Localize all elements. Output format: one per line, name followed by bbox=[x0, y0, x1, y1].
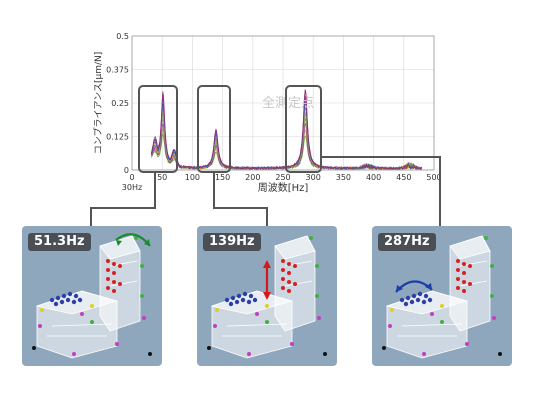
peak-callouts bbox=[90, 85, 441, 228]
x-tick-label: 400 bbox=[366, 173, 381, 182]
x-tick-label: 100 bbox=[185, 173, 200, 182]
x-start-label: 30Hz bbox=[122, 183, 142, 192]
connector-51 bbox=[90, 172, 156, 228]
y-axis-label: コンプライアンス[μm/N] bbox=[93, 52, 104, 154]
x-tick-label: 450 bbox=[396, 173, 411, 182]
x-tick-label: 300 bbox=[306, 173, 321, 182]
all-points-annotation: 全測定点 bbox=[262, 95, 314, 111]
y-tick-label: 0.125 bbox=[106, 133, 129, 142]
y-tick-label: 0 bbox=[124, 166, 129, 175]
x-tick-labels: 0 50 100 150 200 250 300 350 400 450 500 bbox=[129, 173, 441, 182]
peak-box-51 bbox=[138, 85, 178, 173]
x-tick-label: 50 bbox=[157, 173, 167, 182]
x-tick-label: 0 bbox=[129, 173, 134, 182]
machine-model-287hz bbox=[382, 235, 502, 359]
y-tick-label: 0.25 bbox=[111, 99, 129, 108]
x-tick-label: 350 bbox=[336, 173, 351, 182]
mode-shape-panel-139hz: 139Hz bbox=[197, 226, 337, 366]
mode-frequency-label-51hz: 51.3Hz bbox=[28, 233, 91, 251]
peak-box-287 bbox=[285, 85, 322, 173]
connector-139 bbox=[213, 172, 268, 228]
mode-shape-panel-51hz: 51.3Hz bbox=[22, 226, 162, 366]
y-tick-label: 0.5 bbox=[116, 32, 129, 41]
mode-shape-panel-287hz: 287Hz bbox=[372, 226, 512, 366]
mode-frequency-label-139hz: 139Hz bbox=[203, 233, 261, 251]
machine-model-139hz bbox=[207, 235, 327, 359]
machine-model-51hz bbox=[32, 233, 152, 359]
x-tick-label: 500 bbox=[426, 173, 441, 182]
x-tick-label: 250 bbox=[275, 173, 290, 182]
x-tick-label: 150 bbox=[215, 173, 230, 182]
connector-287 bbox=[321, 156, 441, 228]
plot-frame bbox=[131, 35, 435, 171]
mode-frequency-label-287hz: 287Hz bbox=[378, 233, 436, 251]
y-tick-label: 0.375 bbox=[106, 66, 129, 75]
x-tick-label: 200 bbox=[245, 173, 260, 182]
y-tick-labels: 0 0.125 0.25 0.375 0.5 bbox=[106, 32, 129, 175]
x-axis-label: 周波数[Hz] bbox=[258, 181, 309, 194]
